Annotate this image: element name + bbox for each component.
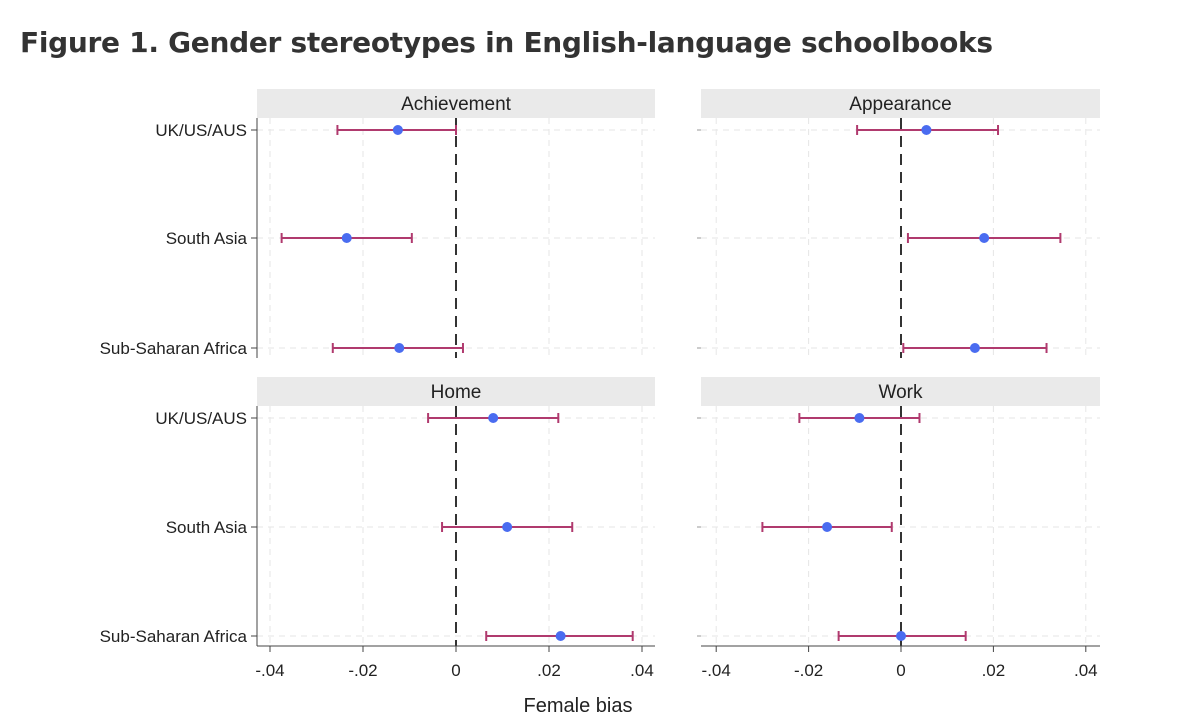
panel-title-home: Home [431,382,482,403]
point-estimate-home-sub-saharan-africa [555,631,566,641]
point-estimate-work-south-asia [822,522,833,532]
x-tick-label-home-3: .02 [537,661,561,680]
point-estimate-home-south-asia [502,522,513,532]
y-tick-label-achievement-1: South Asia [166,229,248,248]
x-tick-label-work-0: -.04 [702,661,731,680]
y-tick-label-achievement-2: Sub-Saharan Africa [100,339,248,358]
y-tick-label-home-2: Sub-Saharan Africa [100,627,248,646]
panel-strip-appearance [701,89,1100,118]
panel-title-work: Work [879,382,923,403]
point-estimate-achievement-uk-us-aus [392,125,403,135]
x-tick-label-home-1: -.02 [348,661,377,680]
point-estimate-achievement-sub-saharan-africa [394,343,405,353]
point-estimate-work-sub-saharan-africa [896,631,906,641]
x-tick-label-home-2: 0 [451,661,460,680]
point-estimate-appearance-sub-saharan-africa [969,343,980,353]
x-tick-label-home-0: -.04 [255,661,284,680]
y-tick-label-home-1: South Asia [166,518,248,537]
x-tick-label-work-1: -.02 [794,661,823,680]
x-tick-label-home-4: .04 [630,661,654,680]
y-tick-label-achievement-0: UK/US/AUS [155,121,247,140]
x-tick-label-work-3: .02 [982,661,1006,680]
x-axis-title: Female bias [524,695,633,717]
figure-title: Figure 1. Gender stereotypes in English-… [20,26,993,59]
point-estimate-home-uk-us-aus [488,413,499,423]
point-estimate-appearance-south-asia [979,233,990,243]
x-tick-label-work-2: 0 [896,661,905,680]
y-tick-label-home-0: UK/US/AUS [155,409,247,428]
x-tick-label-work-4: .04 [1074,661,1098,680]
point-estimate-achievement-south-asia [341,233,352,243]
point-estimate-work-uk-us-aus [854,413,865,423]
panel-strip-work [701,377,1100,406]
panel-strip-home [257,377,655,406]
panel-title-achievement: Achievement [401,94,512,115]
panel-title-appearance: Appearance [849,94,951,115]
point-estimate-appearance-uk-us-aus [921,125,932,135]
panel-strip-achievement [257,89,655,118]
